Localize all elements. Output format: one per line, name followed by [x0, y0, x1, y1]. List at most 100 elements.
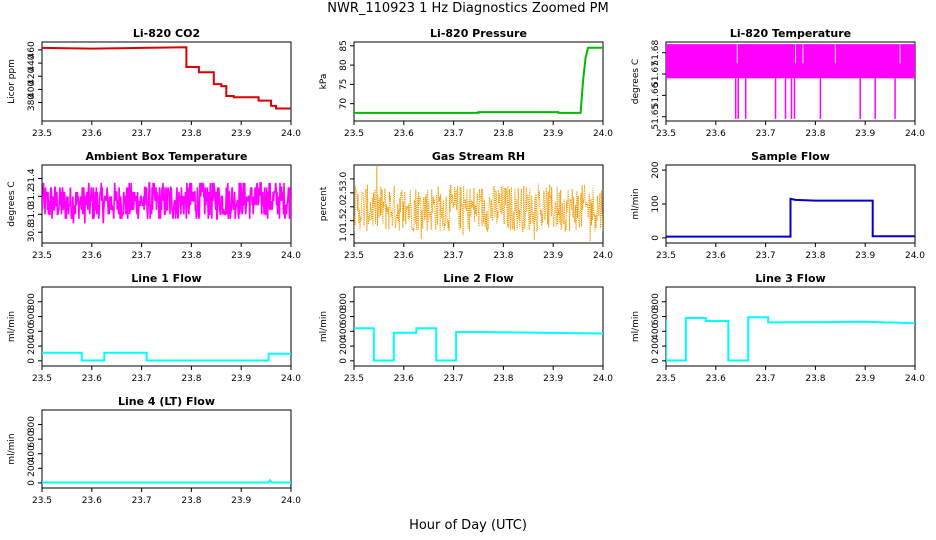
- y-axis-label: kPa: [319, 74, 329, 90]
- y-tick-label: 1.0: [339, 227, 349, 242]
- y-tick-label: 75: [339, 79, 349, 90]
- x-tick-label: 23.5: [344, 129, 364, 139]
- panel-title: Li-820 Temperature: [730, 27, 851, 40]
- x-tick-label: 24.0: [593, 374, 613, 384]
- data-layer: [42, 46, 291, 110]
- x-tick-label: 24.0: [281, 374, 301, 384]
- data-line: [42, 182, 291, 224]
- x-tick-label: 23.7: [444, 251, 464, 261]
- y-tick-label: 800: [651, 293, 661, 310]
- plot-frame: [41, 286, 292, 367]
- y-tick-label: 51.66: [651, 82, 661, 108]
- data-layer: [666, 316, 915, 362]
- y-tick-label: 31.4: [27, 168, 37, 188]
- x-tick-label: 23.8: [181, 496, 201, 506]
- x-tick-label: 23.9: [543, 129, 563, 139]
- panel-title: Li-820 CO2: [133, 27, 200, 40]
- y-axis-label: ml/min: [7, 311, 17, 342]
- panel-title: Line 2 Flow: [443, 272, 513, 285]
- y-tick-label: 420: [27, 67, 37, 84]
- y-tick-label: 200: [339, 337, 349, 354]
- y-tick-label: 200: [27, 459, 37, 476]
- y-tick-label: 70: [339, 98, 349, 110]
- x-tick-label: 23.8: [493, 374, 513, 384]
- data-layer: [42, 351, 291, 362]
- data-line: [42, 46, 291, 110]
- y-tick-label: 200: [27, 337, 37, 354]
- y-axis-label: ml/min: [631, 188, 641, 219]
- y-tick-label: 440: [27, 54, 37, 71]
- chart-panel-6: Sample Flow 23.5 23.6 23.7 23.8 23.9 24.0 0 100 2…: [631, 150, 925, 261]
- chart-panel-3: Li-820 Temperature 23.5 23.6 23.7 23.8 23.9 24…: [631, 27, 925, 139]
- x-tick-label: 23.6: [706, 374, 726, 384]
- y-axis-label: degrees C: [631, 59, 641, 104]
- plot-frame: [41, 409, 292, 489]
- y-axis-label: ml/min: [7, 433, 17, 464]
- x-tick-label: 23.6: [394, 129, 414, 139]
- x-tick-label: 23.9: [543, 374, 563, 384]
- y-tick-label: 31.0: [27, 204, 37, 224]
- data-line: [354, 46, 603, 114]
- x-tick-label: 23.8: [181, 251, 201, 261]
- chart-panel-10: Line 4 (LT) Flow 23.5 23.6 23.7 23.8 23.9 24.0…: [7, 395, 301, 506]
- data-line: [666, 316, 915, 362]
- figure-x-axis-label: Hour of Day (UTC): [409, 518, 527, 533]
- x-tick-label: 23.8: [181, 374, 201, 384]
- x-tick-label: 23.6: [394, 251, 414, 261]
- y-tick-label: 2.5: [339, 186, 349, 200]
- panel-title: Line 3 Flow: [755, 272, 825, 285]
- x-tick-label: 23.5: [32, 129, 52, 139]
- chart-panel-5: Gas Stream RH 23.5 23.6 23.7 23.8 23.9 24.0 1.0…: [319, 150, 613, 261]
- y-tick-label: 31.2: [27, 186, 37, 206]
- x-tick-label: 23.6: [82, 129, 102, 139]
- x-tick-label: 23.5: [656, 374, 676, 384]
- x-tick-label: 23.5: [656, 251, 676, 261]
- y-tick-label: 200: [651, 161, 661, 178]
- x-tick-label: 23.6: [706, 129, 726, 139]
- x-tick-label: 23.9: [855, 129, 875, 139]
- y-tick-label: 3.0: [339, 172, 349, 187]
- figure-title: NWR_110923 1 Hz Diagnostics Zoomed PM: [327, 1, 609, 16]
- x-tick-label: 23.8: [805, 251, 825, 261]
- x-tick-label: 23.6: [394, 374, 414, 384]
- x-tick-label: 23.9: [231, 496, 251, 506]
- data-line: [666, 197, 915, 238]
- data-layer: [354, 327, 603, 362]
- y-tick-label: 600: [651, 308, 661, 325]
- y-tick-label: 800: [27, 416, 37, 433]
- y-tick-label: 80: [339, 59, 349, 71]
- chart-panel-8: Line 2 Flow 23.5 23.6 23.7 23.8 23.9 24.0 0 2004…: [319, 272, 613, 384]
- x-tick-label: 23.9: [231, 374, 251, 384]
- y-tick-label: 51.68: [651, 40, 661, 66]
- y-tick-label: 460: [27, 41, 37, 58]
- data-line: [42, 478, 291, 484]
- x-tick-label: 23.5: [344, 374, 364, 384]
- x-tick-label: 23.7: [756, 129, 776, 139]
- x-tick-label: 23.6: [82, 374, 102, 384]
- chart-panel-7: Line 1 Flow 23.5 23.6 23.7 23.8 23.9 24.0 0 2004…: [7, 272, 301, 384]
- y-tick-label: 400: [27, 81, 37, 98]
- data-band: [666, 44, 915, 79]
- y-tick-label: 0: [651, 235, 661, 241]
- x-tick-label: 23.7: [132, 129, 152, 139]
- panel-title: Li-820 Pressure: [430, 27, 527, 40]
- y-axis-label: Licor ppm: [7, 59, 17, 104]
- data-layer: [42, 182, 291, 224]
- x-tick-label: 23.7: [444, 129, 464, 139]
- y-tick-label: 51.65: [651, 104, 661, 130]
- chart-panel-4: Ambient Box Temperature 23.5 23.6 23.7 23.8 2…: [7, 150, 301, 261]
- data-layer: [354, 165, 603, 242]
- panel-title: Line 1 Flow: [131, 272, 201, 285]
- y-tick-label: 800: [339, 293, 349, 310]
- data-line: [354, 165, 603, 242]
- y-tick-label: 1.5: [339, 214, 349, 228]
- data-line: [42, 351, 291, 362]
- x-tick-label: 24.0: [281, 251, 301, 261]
- x-tick-label: 23.5: [344, 251, 364, 261]
- x-tick-label: 23.7: [756, 374, 776, 384]
- plot-frame: [41, 41, 292, 122]
- x-tick-label: 23.6: [82, 496, 102, 506]
- x-tick-label: 23.8: [181, 129, 201, 139]
- y-tick-label: 0: [27, 480, 37, 486]
- x-tick-label: 23.8: [805, 374, 825, 384]
